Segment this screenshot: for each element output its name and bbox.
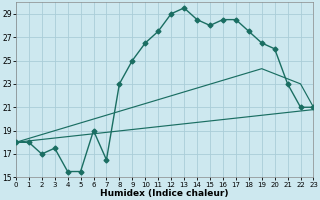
X-axis label: Humidex (Indice chaleur): Humidex (Indice chaleur): [100, 189, 229, 198]
